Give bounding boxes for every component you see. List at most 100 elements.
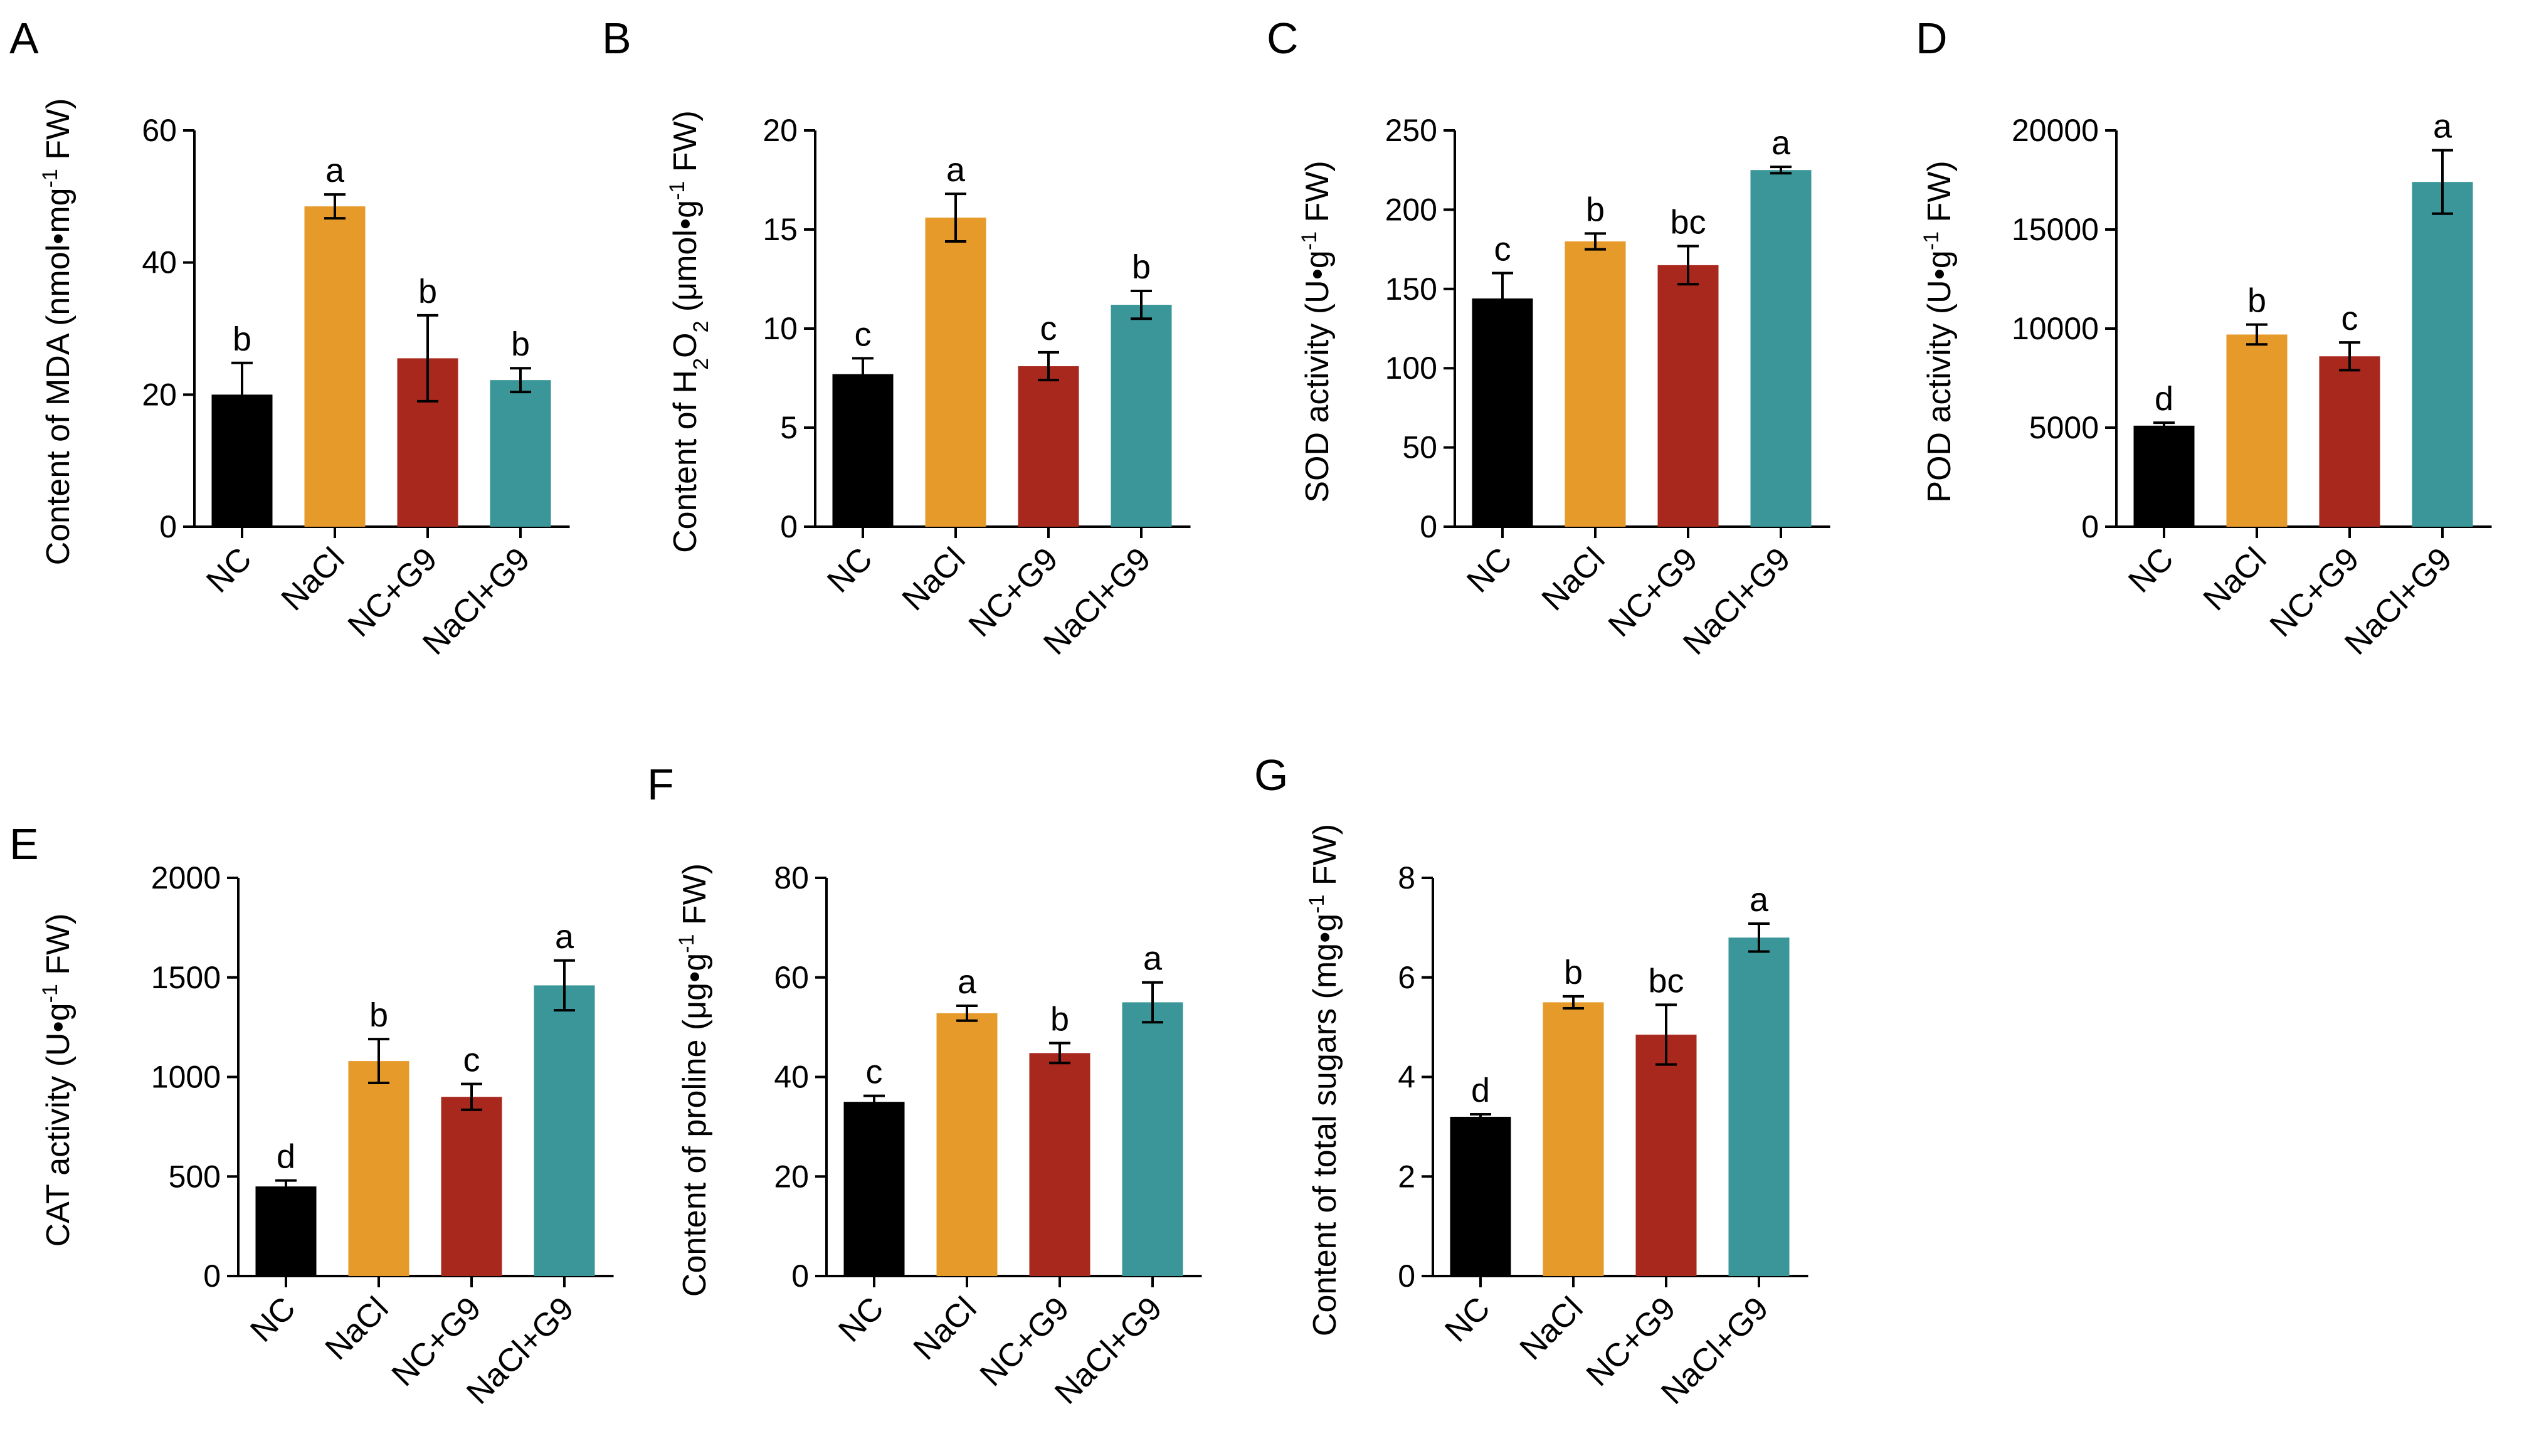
bar-nacl-g9 [2412, 182, 2473, 527]
bar-nacl-g9 [1750, 170, 1812, 527]
bar-nacl [348, 1061, 409, 1276]
y-tick-label: 60 [774, 960, 809, 995]
significance-label: a [1143, 940, 1163, 978]
x-tick-label: NaCl [895, 541, 973, 618]
y-axis-label: Content of MDA (nmol•mg-1 FW) [38, 98, 77, 566]
significance-label: c [1494, 231, 1511, 268]
significance-label: a [555, 918, 574, 956]
bar-nacl-g9 [534, 985, 595, 1276]
significance-label: b [511, 325, 530, 363]
y-tick-label: 40 [774, 1060, 809, 1095]
bar-nc [1450, 1117, 1511, 1276]
y-tick-label: 100 [1385, 351, 1437, 386]
bar-nacl-g9 [1111, 305, 1172, 527]
y-tick-label: 1000 [151, 1060, 221, 1095]
y-tick-label: 10 [763, 311, 798, 346]
significance-label: a [1771, 124, 1791, 162]
bar-nacl [2226, 334, 2288, 527]
y-tick-label: 2 [1398, 1159, 1415, 1194]
y-tick-label: 0 [1420, 509, 1437, 544]
panel-d: D 0 5000 10000 15000 20000 POD activity (U•g-1… [1916, 14, 2492, 662]
significance-label: a [946, 151, 966, 189]
y-tick-label: 8 [1398, 860, 1415, 895]
y-tick-label: 40 [142, 245, 177, 280]
x-tick-label: NC [1438, 1290, 1497, 1349]
significance-label: c [866, 1053, 883, 1091]
significance-label: a [2433, 108, 2452, 145]
significance-label: bc [1670, 204, 1706, 241]
bar-nc-g9 [1657, 265, 1719, 527]
significance-label: b [418, 273, 437, 310]
x-tick-label: NC [2121, 541, 2180, 599]
y-axis-label: Content of H2O2 (μmol•g-1 FW) [665, 110, 713, 553]
y-tick-label: 6 [1398, 960, 1415, 995]
x-tick-label: NaCl [907, 1290, 984, 1367]
panel-letter: G [1254, 751, 1288, 799]
y-axis-label: POD activity (U•g-1 FW) [1919, 161, 1958, 502]
significance-label: b [2247, 282, 2266, 320]
panel-c: C 0 50 100 150 200 250 SOD activity (U•g-1 FW) c… [1267, 14, 1830, 662]
x-tick-label: NaCl [275, 541, 352, 618]
panel-letter: C [1267, 14, 1299, 63]
y-tick-label: 500 [169, 1159, 221, 1194]
panel-letter: F [647, 760, 674, 809]
y-tick-label: 60 [142, 113, 177, 148]
x-tick-label: NC [820, 541, 879, 599]
significance-label: b [1564, 954, 1583, 991]
y-axis-label: CAT activity (U•g-1 FW) [38, 914, 77, 1247]
y-tick-label: 20000 [2012, 113, 2099, 148]
significance-label: b [369, 996, 388, 1034]
bar-nc [832, 374, 894, 527]
panel-letter: B [602, 14, 631, 63]
x-tick-label: NC [1460, 541, 1519, 599]
significance-label: b [233, 320, 251, 358]
bar-nacl [925, 218, 986, 527]
x-tick-label: NC [243, 1290, 302, 1349]
bar-nacl [1543, 1002, 1604, 1276]
significance-label: a [325, 152, 345, 189]
bar-nacl [1565, 241, 1626, 527]
y-tick-label: 0 [203, 1258, 221, 1294]
significance-label: c [2341, 300, 2358, 337]
y-tick-label: 0 [159, 509, 177, 544]
significance-label: d [277, 1138, 295, 1176]
panel-letter: D [1916, 14, 1948, 63]
y-tick-label: 20 [774, 1159, 809, 1194]
panel-a: A 0 20 40 60 Content of MDA (nmol•mg-1 FW) b NC… [9, 14, 570, 662]
y-tick-label: 50 [1402, 430, 1437, 465]
significance-label: d [1471, 1072, 1490, 1109]
y-tick-label: 10000 [2012, 311, 2099, 346]
significance-label: c [463, 1042, 480, 1079]
bar-nacl-g9 [490, 380, 551, 527]
y-tick-label: 4 [1398, 1060, 1415, 1095]
significance-label: a [1750, 881, 1769, 919]
bar-nc-g9 [1635, 1035, 1697, 1276]
y-tick-label: 250 [1385, 113, 1437, 148]
bar-nc [255, 1186, 317, 1276]
bar-nc [2133, 425, 2195, 527]
y-tick-label: 200 [1385, 192, 1437, 227]
bar-nc-g9 [2319, 356, 2380, 527]
y-tick-label: 1500 [151, 960, 221, 995]
y-tick-label: 5 [780, 410, 798, 445]
y-tick-label: 15 [763, 212, 798, 247]
significance-label: a [958, 963, 977, 1001]
x-tick-label: NaCl [2197, 541, 2274, 618]
bar-nacl [936, 1013, 998, 1276]
y-tick-label: 15000 [2012, 212, 2099, 247]
y-tick-label: 5000 [2029, 410, 2099, 445]
y-tick-label: 2000 [151, 860, 221, 895]
y-tick-label: 20 [142, 377, 177, 412]
bar-nc-g9 [1018, 366, 1079, 527]
y-tick-label: 0 [1398, 1258, 1415, 1294]
x-tick-label: NaCl [319, 1290, 396, 1367]
panel-letter: A [9, 14, 39, 63]
bar-nc-g9 [441, 1097, 502, 1276]
significance-label: b [1050, 1001, 1069, 1038]
significance-label: bc [1648, 962, 1684, 1000]
panel-g: G 0 2 4 6 8 Content of total sugars (mg•g-1 FW… [1254, 751, 1808, 1411]
y-axis-label: Content of proline (μg•g-1 FW) [675, 863, 713, 1297]
x-tick-label: NC [831, 1290, 890, 1349]
significance-label: b [1586, 191, 1605, 228]
